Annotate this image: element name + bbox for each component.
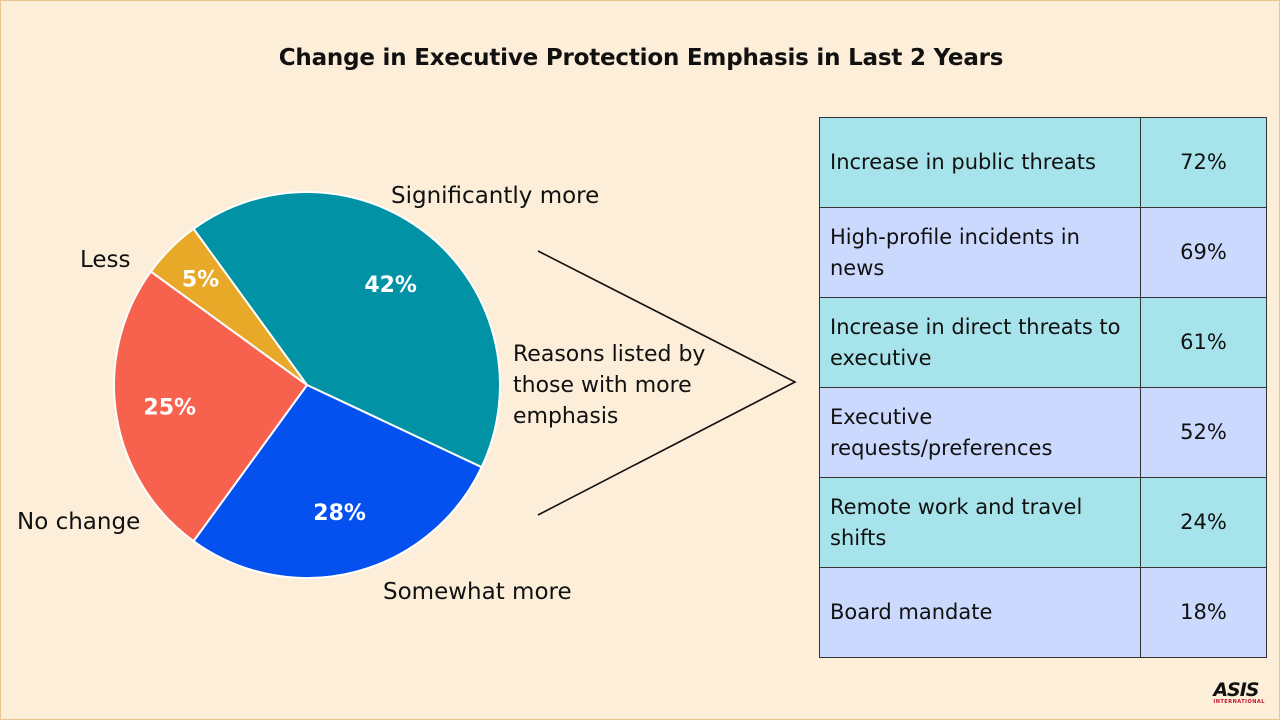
pie-chart: 42% 28% 25% 5% [113,191,501,579]
table-row: High-profile incidents in news 69% [819,207,1267,298]
reasons-table: Increase in public threats 72% High-profil… [819,117,1267,658]
reason-cell: Increase in public threats [819,117,1141,208]
reason-cell: Increase in direct threats to executive [819,297,1141,388]
data-label-no-change: 25% [143,396,196,421]
slice-label-significantly-more: Significantly more [391,183,600,209]
logo-subtext: INTERNATIONAL [1213,699,1265,705]
logo-text: ASIS [1213,679,1259,701]
slice-label-somewhat-more: Somewhat more [383,579,572,605]
data-label-significantly-more: 42% [364,273,417,298]
callout-bracket [537,250,797,516]
table-row: Remote work and travel shifts 24% [819,477,1267,568]
reason-value-cell: 24% [1140,477,1267,568]
reason-value-cell: 61% [1140,297,1267,388]
table-row: Board mandate 18% [819,567,1267,658]
table-row: Executive requests/preferences 52% [819,387,1267,478]
pie-slice-no-change [113,270,309,543]
reason-cell: High-profile incidents in news [819,207,1141,298]
reason-cell: Remote work and travel shifts [819,477,1141,568]
table-row: Increase in direct threats to executive 6… [819,297,1267,388]
asis-logo: ASIS INTERNATIONAL [1213,679,1265,705]
chart-title: Change in Executive Protection Emphasis … [278,45,1004,71]
data-label-less: 5% [182,268,219,293]
data-label-somewhat-more: 28% [313,501,366,526]
reason-value-cell: 18% [1140,567,1267,658]
reason-cell: Executive requests/preferences [819,387,1141,478]
slice-label-less: Less [80,247,131,273]
pie-slice-less [149,227,308,386]
slice-label-no-change: No change [17,509,141,535]
pie-slice-significantly-more [192,191,501,469]
reason-value-cell: 72% [1140,117,1267,208]
reason-value-cell: 69% [1140,207,1267,298]
reason-cell: Board mandate [819,567,1141,658]
reasons-callout-label: Reasons listed by those with more emphas… [513,342,706,429]
reason-value-cell: 52% [1140,387,1267,478]
table-row: Increase in public threats 72% [819,117,1267,208]
pie-slice-somewhat-more [192,383,483,579]
